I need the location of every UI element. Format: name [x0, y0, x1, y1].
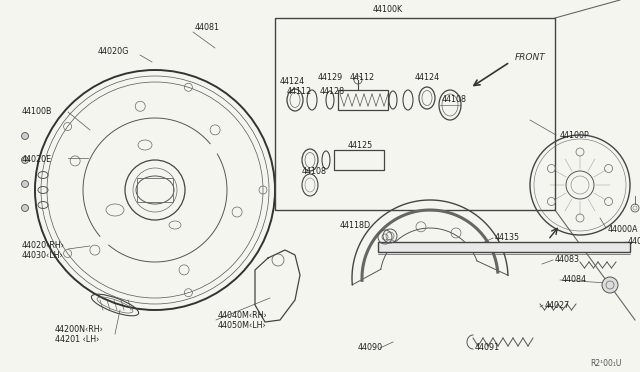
Bar — [338, 90, 388, 110]
Bar — [275, 18, 555, 210]
Text: 44100B: 44100B — [22, 108, 52, 116]
Circle shape — [22, 132, 29, 140]
Text: 44090: 44090 — [358, 343, 383, 353]
Text: 44020G: 44020G — [98, 48, 129, 57]
Circle shape — [602, 277, 618, 293]
Text: 44027: 44027 — [545, 301, 570, 310]
Text: 44124: 44124 — [415, 74, 440, 83]
Text: 44020E: 44020E — [22, 155, 52, 164]
Text: 44081: 44081 — [195, 23, 220, 32]
Text: 44129: 44129 — [318, 74, 343, 83]
Circle shape — [22, 157, 29, 164]
Text: 44084: 44084 — [562, 276, 587, 285]
Text: 44108: 44108 — [302, 167, 327, 176]
Text: 44201 ‹LH›: 44201 ‹LH› — [55, 336, 99, 344]
Text: 44100K: 44100K — [373, 6, 403, 15]
Text: 44135: 44135 — [495, 234, 520, 243]
Text: 44125: 44125 — [348, 141, 373, 150]
Text: 44000A: 44000A — [608, 225, 639, 234]
Text: 44060K: 44060K — [628, 237, 640, 247]
Text: 44108: 44108 — [442, 96, 467, 105]
Text: 44040M‹RH›: 44040M‹RH› — [218, 311, 268, 321]
Circle shape — [22, 205, 29, 212]
Circle shape — [22, 180, 29, 187]
Text: 44020‹RH›: 44020‹RH› — [22, 241, 65, 250]
Text: 44100P: 44100P — [560, 131, 589, 140]
Text: 44091: 44091 — [475, 343, 500, 353]
Text: 44083: 44083 — [555, 256, 580, 264]
Text: 44050M‹LH›: 44050M‹LH› — [218, 321, 267, 330]
Bar — [137, 178, 173, 202]
Bar — [334, 150, 384, 170]
Bar — [378, 242, 630, 252]
Text: R2¹00₁U: R2¹00₁U — [590, 359, 621, 368]
Text: 44030‹LH›: 44030‹LH› — [22, 250, 63, 260]
Text: 44200N‹RH›: 44200N‹RH› — [55, 326, 104, 334]
Text: 44112: 44112 — [350, 74, 375, 83]
Text: 44118D: 44118D — [340, 221, 371, 230]
Text: 44124: 44124 — [280, 77, 305, 87]
Text: FRONT: FRONT — [515, 54, 546, 62]
Text: 44128: 44128 — [320, 87, 345, 96]
Text: 44112: 44112 — [287, 87, 312, 96]
